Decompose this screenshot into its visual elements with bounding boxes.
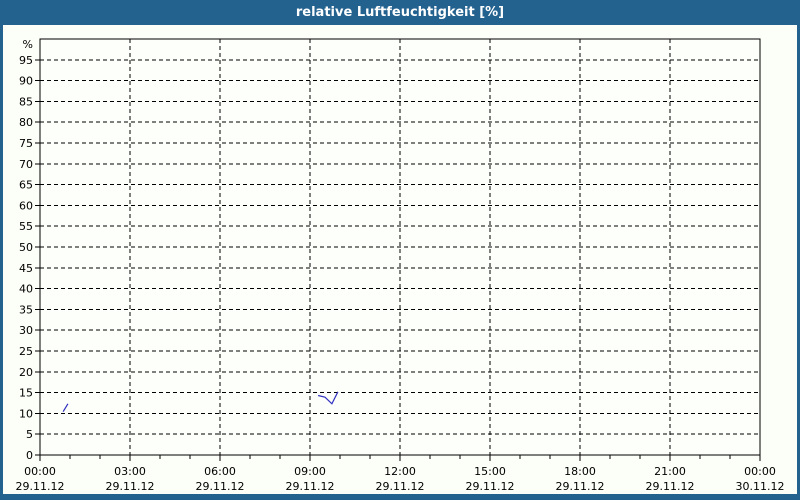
x-date-label: 29.11.12 bbox=[376, 480, 425, 493]
y-tick-label: 60 bbox=[19, 199, 33, 212]
y-tick-label: 75 bbox=[19, 137, 33, 150]
x-date-label: 29.11.12 bbox=[466, 480, 515, 493]
y-tick-label: 10 bbox=[19, 407, 33, 420]
y-tick-label: 50 bbox=[19, 241, 33, 254]
y-tick-label: 95 bbox=[19, 54, 33, 67]
window-bottom-bar bbox=[0, 494, 800, 500]
y-tick-label: 90 bbox=[19, 75, 33, 88]
y-tick-label: 55 bbox=[19, 220, 33, 233]
x-time-label: 09:00 bbox=[294, 465, 326, 478]
chart-title-bar: relative Luftfeuchtigkeit [%] bbox=[0, 0, 800, 25]
y-tick-label: 65 bbox=[19, 179, 33, 192]
x-time-label: 15:00 bbox=[474, 465, 506, 478]
x-date-label: 29.11.12 bbox=[16, 480, 65, 493]
x-time-label: 18:00 bbox=[564, 465, 596, 478]
y-tick-label: 35 bbox=[19, 303, 33, 316]
data-segment bbox=[62, 403, 69, 413]
y-axis-unit-label: % bbox=[23, 38, 33, 51]
x-time-label: 21:00 bbox=[654, 465, 686, 478]
y-tick-label: 30 bbox=[19, 324, 33, 337]
x-time-label: 06:00 bbox=[204, 465, 236, 478]
x-date-label: 29.11.12 bbox=[646, 480, 695, 493]
y-tick-label: 20 bbox=[19, 366, 33, 379]
window-right-border bbox=[797, 25, 800, 500]
window-left-border bbox=[0, 25, 3, 500]
y-tick-label: 0 bbox=[26, 449, 33, 462]
y-tick-label: 25 bbox=[19, 345, 33, 358]
y-tick-label: 80 bbox=[19, 116, 33, 129]
x-time-label: 00:00 bbox=[24, 465, 56, 478]
data-segment bbox=[317, 391, 339, 405]
x-date-label: 30.11.12 bbox=[736, 480, 785, 493]
x-date-label: 29.11.12 bbox=[286, 480, 335, 493]
x-date-label: 29.11.12 bbox=[106, 480, 155, 493]
x-date-label: 29.11.12 bbox=[556, 480, 605, 493]
x-date-label: 29.11.12 bbox=[196, 480, 245, 493]
y-tick-label: 40 bbox=[19, 283, 33, 296]
x-time-label: 00:00 bbox=[744, 465, 776, 478]
y-tick-label: 5 bbox=[26, 428, 33, 441]
x-time-label: 12:00 bbox=[384, 465, 416, 478]
chart-title: relative Luftfeuchtigkeit [%] bbox=[295, 5, 505, 20]
x-time-label: 03:00 bbox=[114, 465, 146, 478]
y-tick-label: 45 bbox=[19, 262, 33, 275]
y-tick-label: 15 bbox=[19, 387, 33, 400]
y-tick-label: 85 bbox=[19, 95, 33, 108]
y-tick-label: 70 bbox=[19, 158, 33, 171]
